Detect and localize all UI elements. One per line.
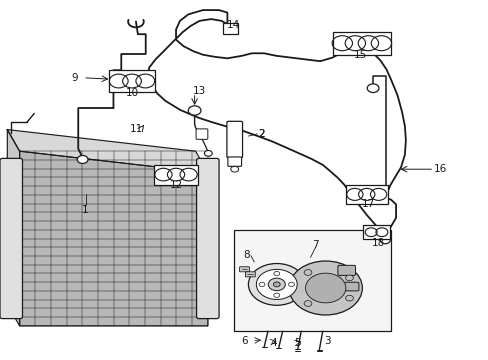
Bar <box>362 225 389 239</box>
Text: 16: 16 <box>432 164 446 174</box>
Text: 17: 17 <box>361 199 374 210</box>
Circle shape <box>304 301 311 306</box>
Text: 5: 5 <box>293 338 300 348</box>
Polygon shape <box>7 130 207 173</box>
Text: 14: 14 <box>226 20 240 30</box>
FancyBboxPatch shape <box>239 267 249 272</box>
Circle shape <box>380 237 389 244</box>
Circle shape <box>304 270 311 275</box>
Text: 13: 13 <box>192 86 206 96</box>
Circle shape <box>188 106 201 115</box>
Circle shape <box>77 156 88 163</box>
Circle shape <box>273 293 279 297</box>
Circle shape <box>345 295 353 301</box>
FancyBboxPatch shape <box>227 157 241 166</box>
Bar <box>346 185 386 204</box>
Bar <box>223 23 237 34</box>
FancyBboxPatch shape <box>337 265 355 275</box>
Circle shape <box>288 261 362 315</box>
Circle shape <box>288 282 294 287</box>
Circle shape <box>259 282 264 287</box>
FancyBboxPatch shape <box>0 158 22 319</box>
Circle shape <box>366 84 378 93</box>
FancyBboxPatch shape <box>343 282 358 291</box>
Text: 11: 11 <box>129 124 142 134</box>
FancyBboxPatch shape <box>226 121 242 158</box>
Text: 15: 15 <box>353 50 367 60</box>
FancyBboxPatch shape <box>196 129 207 139</box>
Circle shape <box>204 150 212 156</box>
Circle shape <box>248 264 305 305</box>
Bar <box>332 31 390 55</box>
Circle shape <box>230 166 238 172</box>
Text: 9: 9 <box>71 73 78 83</box>
Text: 4: 4 <box>270 338 277 348</box>
Circle shape <box>345 275 353 281</box>
Polygon shape <box>7 130 20 326</box>
Circle shape <box>273 282 280 287</box>
Text: 18: 18 <box>370 238 384 248</box>
Text: 10: 10 <box>125 88 138 98</box>
Text: 1: 1 <box>82 205 89 215</box>
Bar <box>233 230 390 331</box>
FancyBboxPatch shape <box>196 158 219 319</box>
Text: 3: 3 <box>324 336 330 346</box>
Text: 6: 6 <box>241 336 247 346</box>
Text: 2: 2 <box>258 129 264 139</box>
Bar <box>154 165 198 185</box>
Text: 8: 8 <box>243 249 250 260</box>
Circle shape <box>305 273 345 303</box>
Circle shape <box>256 269 297 300</box>
Circle shape <box>268 278 285 291</box>
Bar <box>109 70 155 92</box>
Circle shape <box>273 271 279 276</box>
Text: 12: 12 <box>169 180 183 190</box>
Text: 7: 7 <box>311 240 318 250</box>
FancyBboxPatch shape <box>245 272 255 277</box>
Text: 2: 2 <box>258 129 264 139</box>
Polygon shape <box>20 151 207 326</box>
